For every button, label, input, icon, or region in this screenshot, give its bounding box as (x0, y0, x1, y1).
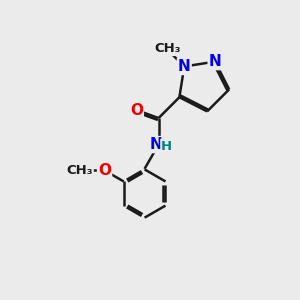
Text: H: H (161, 140, 172, 152)
Text: N: N (178, 59, 190, 74)
Text: N: N (209, 54, 221, 69)
Text: CH₃: CH₃ (66, 164, 93, 177)
Text: O: O (98, 163, 111, 178)
Text: O: O (130, 103, 143, 118)
Text: N: N (149, 137, 162, 152)
Text: CH₃: CH₃ (154, 42, 181, 55)
